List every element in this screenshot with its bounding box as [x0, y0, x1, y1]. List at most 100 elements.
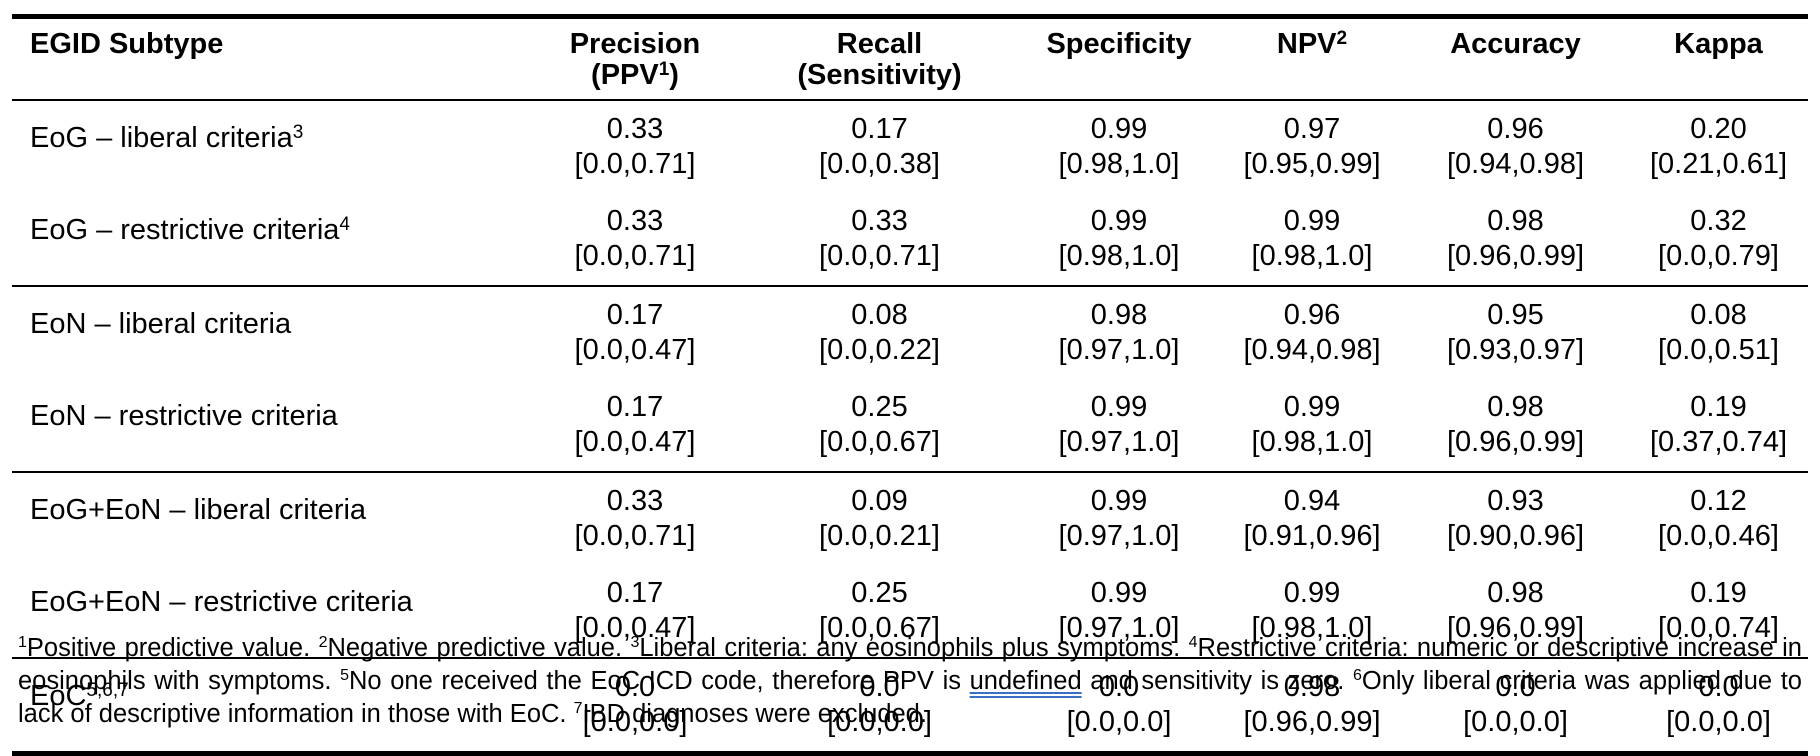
precision-confidence-interval: [0.0,0.71]	[574, 148, 696, 180]
precision-value: 0.0	[614, 671, 656, 703]
recall-cell: 0.17 [0.0,0.38]	[743, 100, 1016, 193]
table-row: EoG – restrictive criteria4 0.33 [0.0,0.71…	[12, 193, 1808, 286]
precision-cell: 0.17 [0.0,0.47]	[527, 286, 743, 379]
npv-cell: 0.99 [0.98,1.0]	[1222, 379, 1402, 472]
header-kappa: Kappa	[1674, 28, 1763, 60]
footnote-number: 6	[1352, 667, 1362, 684]
kappa-cell: 0.0 [0.0,0.0]	[1629, 658, 1808, 754]
accuracy-confidence-interval: [0.96,0.99]	[1446, 612, 1585, 644]
recall-confidence-interval: [0.0,0.71]	[819, 240, 940, 272]
precision-cell: 0.17 [0.0,0.47]	[527, 565, 743, 658]
precision-confidence-interval: [0.0,0.47]	[574, 334, 696, 366]
recall-value: 0.25	[851, 577, 908, 609]
accuracy-cell: 0.0 [0.0,0.0]	[1402, 658, 1629, 754]
recall-value: 0.17	[851, 113, 908, 145]
accuracy-cell: 0.93 [0.90,0.96]	[1402, 472, 1629, 565]
table-header-row: EGID Subtype Precision (PPV1) Recall (Se…	[12, 16, 1808, 100]
table-row: EoN – restrictive criteria 0.17 [0.0,0.47]…	[12, 379, 1808, 472]
undefined-link[interactable]: undefined	[969, 667, 1082, 695]
footnote-marker: 4	[339, 213, 350, 235]
table-body: EoG – liberal criteria3 0.33 [0.0,0.71] 0.1…	[12, 100, 1808, 754]
recall-cell: 0.33 [0.0,0.71]	[743, 193, 1016, 286]
kappa-confidence-interval: [0.37,0.74]	[1649, 426, 1788, 458]
npv-value: 0.97	[1283, 113, 1341, 145]
kappa-cell: 0.19 [0.0,0.74]	[1629, 565, 1808, 658]
npv-confidence-interval: [0.91,0.96]	[1243, 520, 1381, 552]
specificity-confidence-interval: [0.97,1.0]	[1058, 334, 1180, 366]
kappa-cell: 0.12 [0.0,0.46]	[1629, 472, 1808, 565]
kappa-value: 0.12	[1690, 485, 1747, 517]
row-label-cell: EoG – liberal criteria3	[12, 100, 527, 193]
npv-cell: 0.96 [0.94,0.98]	[1222, 286, 1402, 379]
footnote-text: and sensitivity is zero.	[1081, 667, 1353, 695]
header-recall: Recall (Sensitivity)	[797, 28, 962, 91]
row-label-cell: EoG+EoN – liberal criteria	[12, 472, 527, 565]
npv-cell: 0.99 [0.98,1.0]	[1222, 565, 1402, 658]
npv-cell: 0.99 [0.98,1.0]	[1222, 193, 1402, 286]
precision-value: 0.17	[606, 391, 664, 423]
accuracy-confidence-interval: [0.90,0.96]	[1446, 520, 1585, 552]
subtype-label: EoG – restrictive criteria	[30, 213, 340, 246]
precision-value: 0.17	[606, 577, 664, 609]
kappa-confidence-interval: [0.0,0.46]	[1658, 520, 1779, 552]
header-accuracy: Accuracy	[1450, 28, 1581, 60]
kappa-cell: 0.20 [0.21,0.61]	[1629, 100, 1808, 193]
specificity-confidence-interval: [0.0,0.0]	[1066, 706, 1172, 738]
kappa-confidence-interval: [0.0,0.0]	[1666, 706, 1771, 738]
precision-cell: 0.33 [0.0,0.71]	[527, 472, 743, 565]
specificity-confidence-interval: [0.97,1.0]	[1058, 520, 1180, 552]
header-precision: Precision (PPV1)	[569, 28, 701, 91]
accuracy-value: 0.0	[1495, 671, 1536, 703]
footnote-number: 4	[1188, 634, 1198, 651]
precision-confidence-interval: [0.0,0.0]	[582, 706, 688, 738]
kappa-value: 0.20	[1690, 113, 1747, 145]
recall-confidence-interval: [0.0,0.22]	[819, 334, 940, 366]
kappa-value: 0.08	[1690, 299, 1747, 331]
row-label-cell: EoC5,6,7	[12, 658, 527, 754]
precision-confidence-interval: [0.0,0.71]	[574, 520, 696, 552]
kappa-confidence-interval: [0.0,0.51]	[1658, 334, 1779, 366]
row-label-cell: EoG – restrictive criteria4	[12, 193, 527, 286]
footnote-number: 2	[318, 634, 328, 651]
specificity-value: 0.99	[1090, 391, 1148, 423]
footnote-text: No one received the EoC ICD code, theref…	[348, 667, 970, 695]
recall-confidence-interval: [0.0,0.67]	[819, 612, 940, 644]
table-row: EoG+EoN – liberal criteria 0.33 [0.0,0.71]…	[12, 472, 1808, 565]
accuracy-value: 0.93	[1487, 485, 1544, 517]
npv-value: 0.99	[1283, 205, 1341, 237]
recall-cell: 0.09 [0.0,0.21]	[743, 472, 1016, 565]
recall-confidence-interval: [0.0,0.0]	[827, 706, 932, 738]
subtype-label: EoG – liberal criteria	[30, 121, 293, 154]
accuracy-confidence-interval: [0.0,0.0]	[1463, 706, 1568, 738]
accuracy-value: 0.95	[1487, 299, 1544, 331]
precision-cell: 0.33 [0.0,0.71]	[527, 100, 743, 193]
accuracy-cell: 0.98 [0.96,0.99]	[1402, 565, 1629, 658]
specificity-value: 0.99	[1090, 485, 1148, 517]
table-row: EoN – liberal criteria 0.17 [0.0,0.47] 0.08…	[12, 286, 1808, 379]
subtype-label: EoN – restrictive criteria	[30, 399, 338, 432]
header-npv: NPV2	[1276, 28, 1348, 60]
precision-confidence-interval: [0.0,0.47]	[574, 612, 696, 644]
table-row: EoG – liberal criteria3 0.33 [0.0,0.71] 0.1…	[12, 100, 1808, 193]
precision-cell: 0.0 [0.0,0.0]	[527, 658, 743, 754]
specificity-value: 0.99	[1090, 113, 1148, 145]
npv-confidence-interval: [0.98,1.0]	[1251, 426, 1373, 458]
subtype-label: EoN – liberal criteria	[30, 307, 292, 340]
footnote-marker: 5,6,7	[86, 679, 129, 701]
accuracy-value: 0.96	[1487, 113, 1544, 145]
accuracy-cell: 0.98 [0.96,0.99]	[1402, 193, 1629, 286]
npv-value: 0.99	[1283, 391, 1341, 423]
accuracy-cell: 0.95 [0.93,0.97]	[1402, 286, 1629, 379]
accuracy-cell: 0.96 [0.94,0.98]	[1402, 100, 1629, 193]
table-footnotes: 1Positive predictive value. 2Negative pr…	[18, 632, 1802, 731]
kappa-value: 0.19	[1690, 391, 1747, 423]
kappa-value: 0.19	[1690, 577, 1747, 609]
subtype-label: EoC	[30, 679, 87, 712]
precision-confidence-interval: [0.0,0.71]	[574, 240, 696, 272]
recall-cell: 0.0 [0.0,0.0]	[743, 658, 1016, 754]
kappa-confidence-interval: [0.0,0.79]	[1658, 240, 1779, 272]
accuracy-cell: 0.98 [0.96,0.99]	[1402, 379, 1629, 472]
kappa-cell: 0.19 [0.37,0.74]	[1629, 379, 1808, 472]
kappa-value: 0.32	[1690, 205, 1747, 237]
